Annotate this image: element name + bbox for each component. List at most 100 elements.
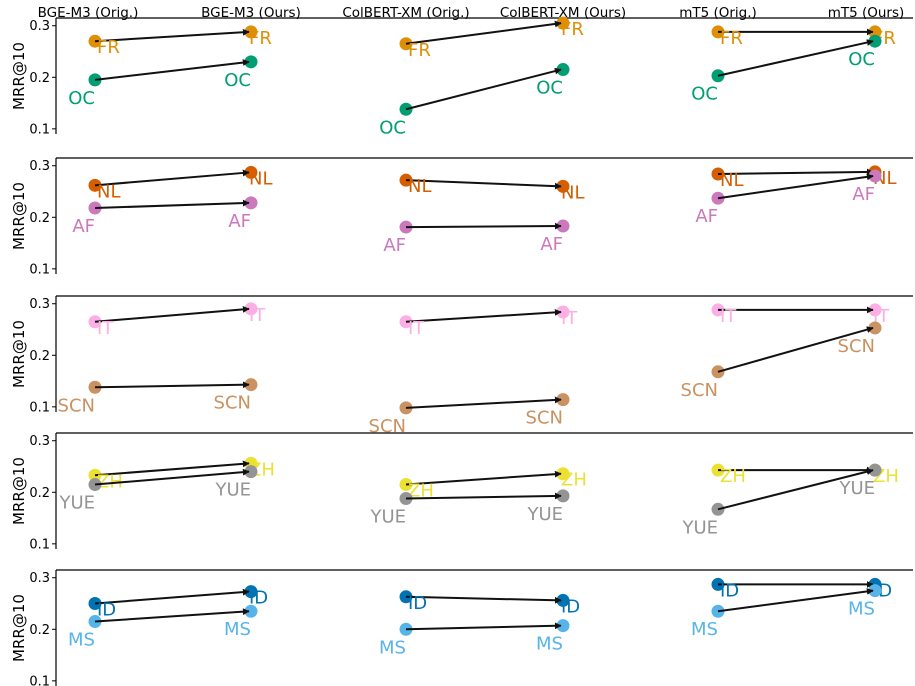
ours-point-label: YUE xyxy=(214,480,251,501)
orig-point-label: IT xyxy=(720,306,737,327)
orig-point-label: ZH xyxy=(97,471,123,492)
orig-point-label: YUE xyxy=(369,506,406,527)
y-tick-label: 0.2 xyxy=(29,211,50,226)
orig-point-label: OC xyxy=(691,84,718,105)
y-tick-label: 0.3 xyxy=(29,159,50,174)
orig-point-label: OC xyxy=(68,88,95,109)
ours-point-label: AF xyxy=(852,184,875,205)
change-arrow xyxy=(717,173,874,200)
y-tick-label: 0.1 xyxy=(29,400,50,415)
ours-point-label: AF xyxy=(540,234,563,255)
change-arrow xyxy=(94,588,250,605)
change-arrow xyxy=(405,179,562,190)
change-arrow xyxy=(405,20,562,45)
y-tick-label: 0.3 xyxy=(29,571,50,586)
y-tick-label: 0.1 xyxy=(29,262,50,277)
y-tick-label: 0.1 xyxy=(29,122,50,137)
y-tick-label: 0.2 xyxy=(29,486,50,501)
orig-point-label: YUE xyxy=(58,493,95,514)
ours-point-label: MS xyxy=(848,599,875,620)
orig-point-label: ZH xyxy=(408,481,434,502)
change-arrow xyxy=(405,396,562,409)
column-header: BGE-M3 (Orig.) xyxy=(38,5,139,21)
change-arrow xyxy=(94,460,250,477)
ours-point-label: OC xyxy=(224,70,251,91)
orig-point-label: YUE xyxy=(681,517,718,538)
ours-point-label: MS xyxy=(536,634,563,655)
ours-point-label: SCN xyxy=(838,336,875,357)
ours-point-label: MS xyxy=(224,619,251,640)
ours-point-label: ZH xyxy=(561,470,587,491)
orig-point-label: OC xyxy=(379,117,406,138)
ours-point-label: IT xyxy=(561,308,578,329)
ours-point-label: SCN xyxy=(526,408,563,429)
orig-point-label: IT xyxy=(97,318,114,339)
column-header: ColBERT-XM (Orig.) xyxy=(342,5,469,21)
orig-point-label: FR xyxy=(408,40,431,61)
y-tick-label: 0.2 xyxy=(29,349,50,364)
y-axis-label: MRR@10 xyxy=(10,42,28,110)
orig-point-label: SCN xyxy=(58,395,95,416)
orig-point-label: AF xyxy=(383,235,406,256)
orig-point xyxy=(711,502,725,516)
orig-point-label: ID xyxy=(720,580,739,601)
change-arrow xyxy=(717,168,874,176)
orig-point-label: ID xyxy=(97,600,116,621)
change-arrow xyxy=(405,67,562,111)
change-arrow xyxy=(405,595,562,604)
y-tick-label: 0.3 xyxy=(29,297,50,312)
y-tick-label: 0.1 xyxy=(29,674,50,686)
y-tick-label: 0.2 xyxy=(29,623,50,638)
change-arrow xyxy=(405,222,562,230)
orig-point-label: MS xyxy=(68,630,95,651)
y-tick-label: 0.2 xyxy=(29,71,50,86)
orig-point-label: SCN xyxy=(681,380,718,401)
ours-point-label: IT xyxy=(249,305,266,326)
ours-point-label: AF xyxy=(228,211,251,232)
orig-point-label: ZH xyxy=(720,466,746,487)
orig-point-label: NL xyxy=(720,170,744,191)
change-arrow xyxy=(405,492,562,500)
change-arrow xyxy=(94,59,250,81)
ours-point-label: OC xyxy=(536,78,563,99)
change-arrow xyxy=(94,381,250,389)
orig-point-label: MS xyxy=(691,619,718,640)
orig-point-label: IT xyxy=(408,318,425,339)
change-arrow xyxy=(405,470,562,486)
ours-point-label: NL xyxy=(249,168,273,189)
change-arrow xyxy=(717,468,874,511)
y-tick-label: 0.3 xyxy=(29,19,50,34)
ours-point-label: ID xyxy=(561,596,580,617)
column-header: mT5 (Ours) xyxy=(828,5,905,21)
orig-point-label: NL xyxy=(97,181,121,202)
change-arrow xyxy=(94,28,250,43)
column-header: ColBERT-XM (Ours) xyxy=(500,5,626,21)
change-arrow xyxy=(405,622,562,631)
orig-point-label: AF xyxy=(72,216,95,237)
change-arrow xyxy=(94,306,250,323)
y-axis-label: MRR@10 xyxy=(10,594,28,662)
ours-point-label: IT xyxy=(873,306,890,327)
ours-point-label: OC xyxy=(848,49,875,70)
change-arrow xyxy=(717,39,874,77)
change-arrow xyxy=(94,608,250,623)
orig-point-label: FR xyxy=(720,28,743,49)
ours-point-label: SCN xyxy=(214,393,251,414)
orig-point-label: MS xyxy=(379,637,406,658)
column-header: BGE-M3 (Ours) xyxy=(201,5,301,21)
y-axis-label: MRR@10 xyxy=(10,182,28,250)
change-arrow xyxy=(94,169,250,187)
y-tick-label: 0.1 xyxy=(29,537,50,552)
change-arrow xyxy=(94,199,250,210)
change-arrow xyxy=(717,326,874,373)
y-axis-label: MRR@10 xyxy=(10,320,28,388)
orig-point-label: NL xyxy=(408,176,432,197)
orig-point-label: ID xyxy=(408,593,427,614)
ours-point-label: YUE xyxy=(838,478,875,499)
orig-point-label: SCN xyxy=(369,416,406,437)
y-tick-label: 0.3 xyxy=(29,434,50,449)
